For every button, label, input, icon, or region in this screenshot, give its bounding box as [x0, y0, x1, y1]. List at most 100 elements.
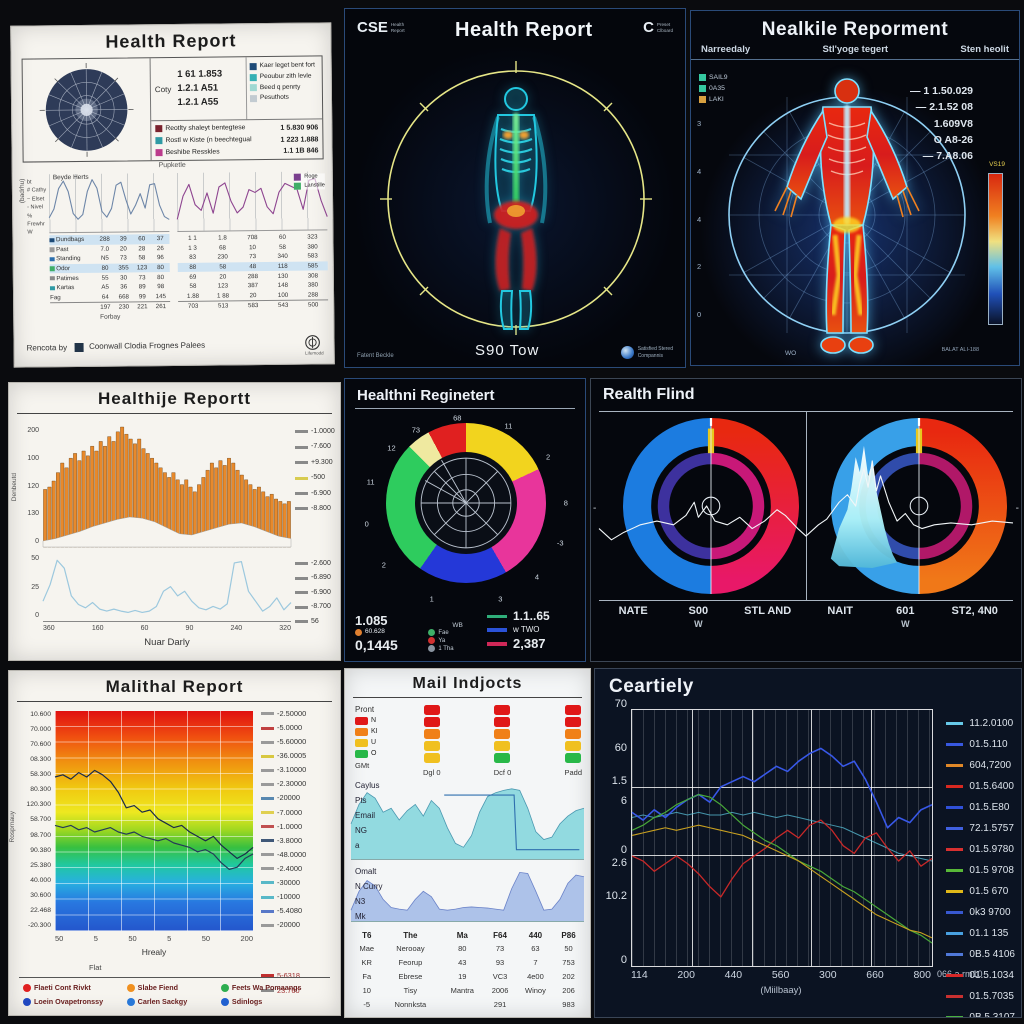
tick-label: 50	[128, 934, 137, 943]
tick-label: 114	[631, 969, 648, 981]
legend-swatch	[946, 869, 964, 873]
area-chart-2: Omalt N Curry N3 Mk	[351, 867, 584, 922]
panel-bar-report: Healthije Reportt Denbeutd 200 100 120 130 0…	[8, 382, 341, 661]
legend-swatch	[220, 997, 229, 1006]
legend-item: 01.5 9708	[946, 864, 1015, 878]
legend-item: 72.1.5757	[946, 822, 1015, 836]
footer-legend: Coonwall Clodia Frognes Palees	[75, 341, 205, 353]
legend-item: 01.1 135	[946, 927, 1015, 941]
page-title: Healthni Reginetert	[357, 387, 495, 404]
legend-swatch	[249, 84, 257, 92]
legend-swatch	[295, 430, 308, 434]
legend-item: -7.600	[295, 442, 339, 451]
text-line: 1.2.1 A51	[177, 82, 219, 94]
legend-item: -20000	[261, 793, 339, 803]
tick-label: 0	[620, 844, 627, 857]
text-line: 1.2.1 A55	[177, 96, 219, 109]
ring-number: 2	[546, 452, 551, 462]
text-line: 98.700	[30, 831, 51, 839]
status-column: Padd	[564, 705, 582, 777]
legend-col-mid: WB Fae Ya 1 Tha	[428, 622, 487, 653]
data-table-left: Dundbags 288 39 60 37 Past 7.0 20 28 26 Standing N5…	[49, 234, 171, 314]
tick-label: 2.6	[611, 856, 627, 869]
panel-body-scan: CSE Health Report Health Report C Preset C…	[344, 8, 686, 368]
gauge-name: NAIT	[827, 605, 853, 617]
text-line: 58.700	[30, 816, 51, 824]
legend-title: Pront	[355, 705, 375, 714]
tick-label: 60	[140, 625, 149, 632]
gauge-range: ST2, 4N0	[951, 605, 998, 617]
text-line: 2	[697, 262, 702, 272]
legend-item: -10000	[261, 892, 339, 902]
legend-swatch	[261, 796, 274, 800]
tick-left: -	[593, 503, 597, 514]
legend-swatch	[295, 619, 308, 623]
legend-swatch	[946, 785, 964, 789]
ring-number: 1	[429, 594, 434, 604]
axis-legend: (badrhu) bt # Cathy ~ Elset - Nivel % Frewhr…	[19, 174, 51, 321]
legend-swatch	[946, 911, 964, 915]
legend-item: -6.900	[295, 588, 339, 597]
legend-item: Sdinlogs	[220, 997, 334, 1007]
text-line: 80.300	[30, 786, 51, 794]
gauge-value: 601 W	[896, 605, 915, 630]
legend-item: 1 Tha	[428, 645, 487, 653]
legend-swatch	[261, 989, 274, 993]
y-axis-label: (badrhu)	[18, 178, 27, 204]
text-line: 25.380	[30, 861, 51, 869]
legend-item: 56	[295, 617, 339, 626]
divider	[17, 413, 332, 414]
logo-text-2: C	[643, 19, 654, 36]
page-title: Mail Indjocts	[412, 675, 523, 692]
bottom-tick-label: WO	[785, 350, 797, 357]
scan-header: CSE Health Report Health Report C Preset C…	[345, 9, 685, 42]
ring-number: -3	[556, 538, 564, 548]
tick-right: -	[1015, 503, 1019, 514]
legend-bottom: -2.600 -6.890 -6.900 -8.700 56	[295, 559, 339, 626]
table-row: 10 Tisy Mantra 2006 Winoy 206	[362, 985, 575, 995]
tick-label: 6	[620, 795, 627, 808]
gauge-right	[831, 418, 1007, 594]
cse-logo: CSE Health Report	[357, 19, 405, 36]
x-axis-label: Nuar Darly	[144, 637, 190, 648]
status-cell	[423, 729, 440, 739]
legend-swatch	[946, 827, 964, 831]
legend-swatch	[261, 867, 274, 871]
legend-swatch	[261, 839, 274, 843]
legend-item: 2,387	[487, 635, 575, 653]
tick-label: 70	[614, 698, 627, 711]
legend-item: Slabe Fiend	[126, 983, 221, 993]
legend-item: +9.300	[295, 458, 339, 467]
scan-dial	[380, 61, 652, 335]
table-row: KR Feorup 43 93 7 753	[361, 958, 575, 968]
legend-item: -5.4080	[261, 906, 339, 916]
legend-item: 0k3 9700	[946, 906, 1015, 920]
text-line: O A8-26	[933, 133, 973, 146]
divider	[353, 697, 582, 698]
legend-swatch	[249, 73, 257, 81]
legend-mid-items: Fae Ya 1 Tha	[428, 629, 487, 653]
series-legend: SAIL9 0A35 LAKI	[699, 73, 728, 105]
legend-swatch	[946, 848, 964, 852]
legend-item: 11.2.0100	[946, 717, 1015, 731]
status-cell	[423, 717, 440, 727]
legend-swatch	[946, 953, 964, 957]
data-table: T6 The Ma F64 440 P86 Mae Nerooay 80 73 63 50 KR Feor…	[353, 929, 582, 1011]
value-tertiary: 0,1445	[355, 637, 398, 653]
text-line: # Cathy	[26, 187, 47, 194]
charts-row: (badrhu) bt # Cathy ~ Elset - Nivel % Frewhr…	[19, 171, 329, 321]
tick-label: 200	[240, 934, 253, 943]
legend-item: Reotlty shaleyt bentegtese 1 5.830 906	[155, 122, 318, 133]
legend-swatch	[355, 629, 362, 637]
page-title: Nealkile Reporment	[761, 19, 949, 40]
legend-item: -3.10000	[261, 765, 339, 775]
status-cell	[565, 717, 582, 727]
legend-swatch	[261, 923, 274, 927]
text-line: 200	[27, 427, 39, 434]
x-axis-ticks: 50 5 50 5 50 200	[55, 934, 253, 943]
legend-swatch	[23, 983, 31, 992]
page-title: Malithal Report	[105, 677, 244, 696]
radar-graphic	[420, 457, 512, 549]
legend-item: 1.1..65	[487, 608, 575, 624]
legend-item: -1.0000	[261, 822, 339, 832]
